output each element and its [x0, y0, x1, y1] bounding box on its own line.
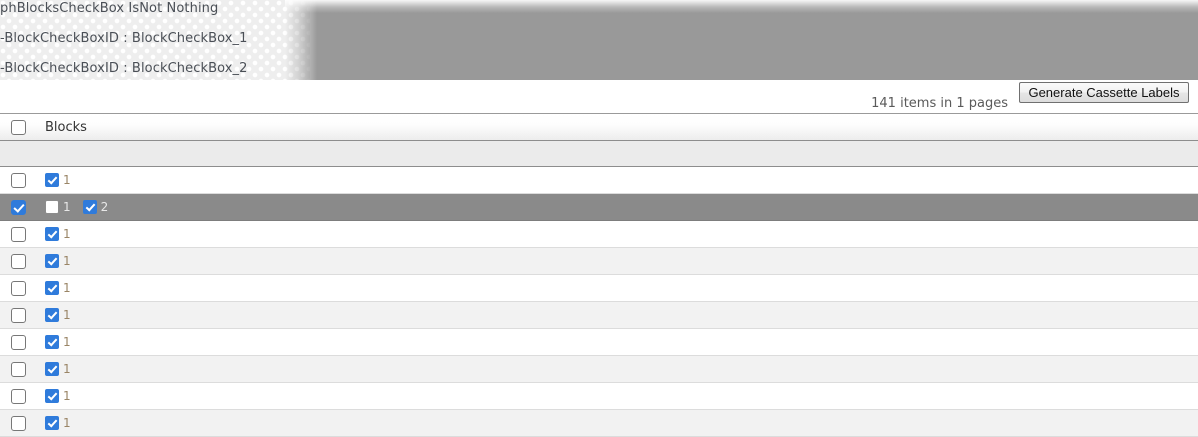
code-line: -BlockCheckBoxID : BlockCheckBox_1 [0, 31, 248, 46]
grid-filter-row[interactable] [0, 141, 1198, 167]
grid-header-row: Blocks [0, 114, 1198, 141]
row-select-checkbox[interactable] [10, 361, 26, 377]
code-line: phBlocksCheckBox IsNot Nothing [0, 1, 219, 16]
gray-overlay-panel [285, 0, 1198, 80]
block-item[interactable]: 1 [45, 254, 71, 268]
row-select-cell [0, 253, 36, 269]
block-label: 2 [100, 200, 109, 214]
generate-cassette-labels-button[interactable]: Generate Cassette Labels [1019, 82, 1189, 103]
row-select-checkbox[interactable] [10, 307, 26, 323]
row-select-cell [0, 226, 36, 242]
block-item[interactable]: 1 [45, 362, 71, 376]
block-checkbox[interactable] [82, 200, 97, 214]
row-select-checkbox[interactable] [10, 415, 26, 431]
row-select-cell [0, 415, 36, 431]
row-select-checkbox[interactable] [10, 226, 26, 242]
table-row[interactable]: 1 [0, 356, 1198, 383]
block-checkbox[interactable] [45, 389, 59, 403]
block-item[interactable]: 1 [45, 200, 71, 214]
block-label: 1 [63, 362, 71, 376]
row-select-checkbox[interactable] [10, 280, 26, 296]
block-item[interactable]: 1 [45, 308, 71, 322]
row-select-cell [0, 199, 36, 215]
block-checkbox[interactable] [45, 335, 59, 349]
table-row[interactable]: 1 [0, 275, 1198, 302]
block-item[interactable]: 1 [45, 227, 71, 241]
table-row[interactable]: 1 [0, 302, 1198, 329]
row-blocks-cell: 1 [36, 227, 1198, 241]
row-blocks-cell: 1 [36, 308, 1198, 322]
block-checkbox[interactable] [45, 173, 59, 187]
block-label: 1 [63, 416, 71, 430]
textured-background [0, 0, 310, 80]
row-blocks-cell: 1 [36, 389, 1198, 403]
block-checkbox[interactable] [45, 281, 59, 295]
block-checkbox[interactable] [45, 254, 59, 268]
block-item[interactable]: 1 [45, 173, 71, 187]
row-blocks-cell: 1 [36, 335, 1198, 349]
row-select-cell [0, 334, 36, 350]
row-select-cell [0, 361, 36, 377]
row-select-checkbox[interactable] [10, 253, 26, 269]
code-overlay-strip: phBlocksCheckBox IsNot Nothing -BlockChe… [0, 0, 1198, 80]
block-label: 1 [63, 281, 71, 295]
row-select-checkbox[interactable] [10, 388, 26, 404]
block-checkbox[interactable] [45, 362, 59, 376]
table-row[interactable]: 1 [0, 329, 1198, 356]
block-checkbox[interactable] [45, 227, 59, 241]
block-item[interactable]: 2 [82, 200, 109, 214]
block-item[interactable]: 1 [45, 389, 71, 403]
row-blocks-cell: 1 [36, 254, 1198, 268]
block-label: 1 [63, 200, 71, 214]
row-blocks-cell: 1 [36, 173, 1198, 187]
grid-toolbar: 141 items in 1 pages [0, 80, 1198, 113]
select-all-checkbox[interactable] [10, 119, 26, 135]
row-select-checkbox[interactable] [10, 199, 26, 215]
block-label: 1 [63, 227, 71, 241]
code-line: -BlockCheckBoxID : BlockCheckBox_2 [0, 61, 248, 76]
table-row[interactable]: 1 [0, 248, 1198, 275]
row-blocks-cell: 1 [36, 362, 1198, 376]
table-row[interactable]: 1 [0, 167, 1198, 194]
row-select-cell [0, 280, 36, 296]
block-checkbox[interactable] [45, 308, 59, 322]
block-label: 1 [63, 254, 71, 268]
header-blocks-cell: Blocks [36, 120, 1198, 135]
row-blocks-cell: 1 [36, 416, 1198, 430]
block-label: 1 [63, 173, 71, 187]
block-item[interactable]: 1 [45, 416, 71, 430]
table-row[interactable]: 1 [0, 410, 1198, 437]
table-row[interactable]: 1 [0, 383, 1198, 410]
row-select-cell [0, 172, 36, 188]
block-checkbox[interactable] [45, 200, 59, 214]
items-count-label: 141 items in 1 pages [871, 96, 1008, 111]
row-blocks-cell: 1 [36, 281, 1198, 295]
blocks-column-header: Blocks [45, 119, 87, 135]
row-select-checkbox[interactable] [10, 172, 26, 188]
block-label: 1 [63, 335, 71, 349]
table-row[interactable]: 1 [0, 221, 1198, 248]
block-item[interactable]: 1 [45, 335, 71, 349]
block-label: 1 [63, 389, 71, 403]
row-select-cell [0, 307, 36, 323]
block-checkbox[interactable] [45, 416, 59, 430]
header-select-cell [0, 119, 36, 135]
block-item[interactable]: 1 [45, 281, 71, 295]
row-select-cell [0, 388, 36, 404]
row-select-checkbox[interactable] [10, 334, 26, 350]
block-label: 1 [63, 308, 71, 322]
